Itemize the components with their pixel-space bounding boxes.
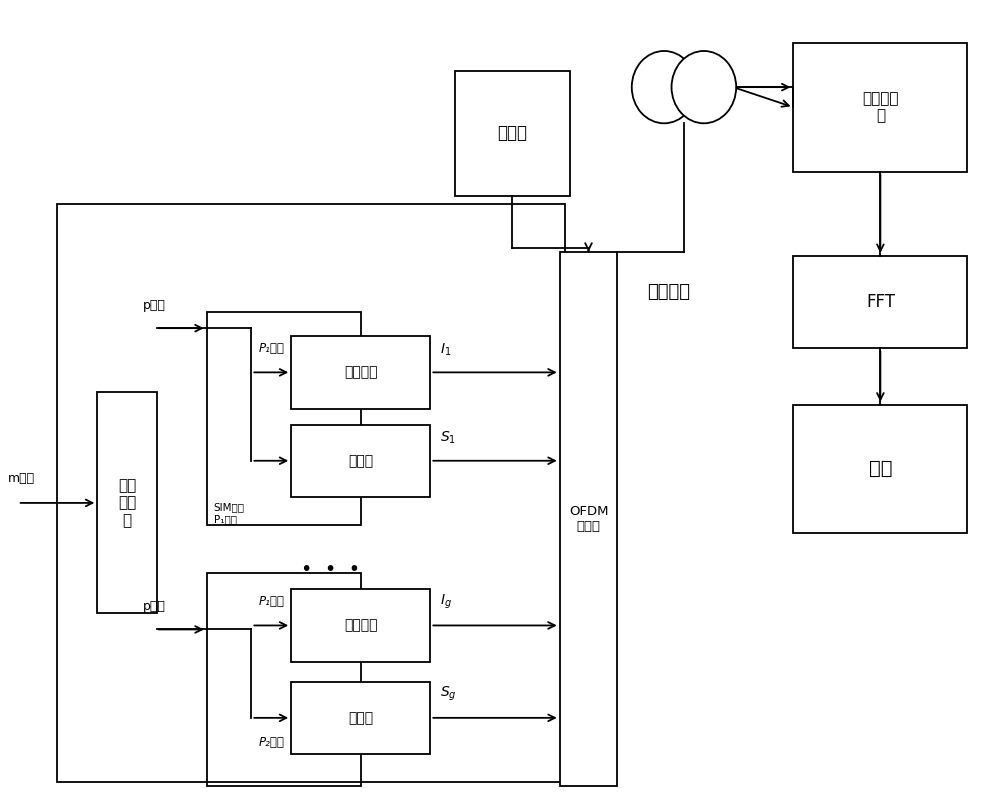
- Bar: [793, 256, 967, 348]
- Text: SIM模块
P₁比特: SIM模块 P₁比特: [214, 502, 245, 524]
- Text: 激光器: 激光器: [497, 125, 527, 142]
- Ellipse shape: [632, 51, 696, 123]
- Text: OFDM
调制器: OFDM 调制器: [569, 505, 608, 533]
- Bar: [793, 404, 967, 533]
- Bar: [207, 312, 361, 525]
- Text: $I_1$: $I_1$: [440, 341, 452, 358]
- Bar: [207, 574, 361, 786]
- Text: $I_g$: $I_g$: [440, 593, 452, 611]
- Bar: [291, 589, 430, 662]
- Text: 映射器: 映射器: [348, 454, 373, 468]
- Bar: [455, 71, 570, 196]
- Text: p比特: p比特: [142, 299, 165, 312]
- Bar: [291, 682, 430, 754]
- Text: 索引选择: 索引选择: [344, 618, 378, 633]
- Text: FFT: FFT: [866, 293, 895, 311]
- Text: 光电探测
器: 光电探测 器: [862, 91, 899, 124]
- Text: p比特: p比特: [142, 600, 165, 613]
- Bar: [57, 204, 565, 782]
- Text: P₁比特: P₁比特: [258, 595, 284, 608]
- Text: P₁比特: P₁比特: [258, 341, 284, 354]
- Bar: [793, 43, 967, 172]
- Text: 索引选择: 索引选择: [344, 366, 378, 379]
- Text: $S_1$: $S_1$: [440, 430, 456, 447]
- Text: $S_g$: $S_g$: [440, 685, 457, 703]
- Bar: [291, 425, 430, 497]
- Text: 比特
分配
器: 比特 分配 器: [118, 478, 136, 527]
- Text: P₂比特: P₂比特: [258, 735, 284, 748]
- Bar: [560, 252, 617, 786]
- Text: 多模光纤: 多模光纤: [648, 283, 691, 301]
- Ellipse shape: [672, 51, 736, 123]
- Bar: [97, 392, 157, 613]
- Text: •  •  •: • • •: [301, 560, 361, 578]
- Text: 判决: 判决: [869, 460, 892, 478]
- Bar: [291, 337, 430, 409]
- Text: m比特: m比特: [8, 472, 35, 485]
- Text: 映射器: 映射器: [348, 711, 373, 725]
